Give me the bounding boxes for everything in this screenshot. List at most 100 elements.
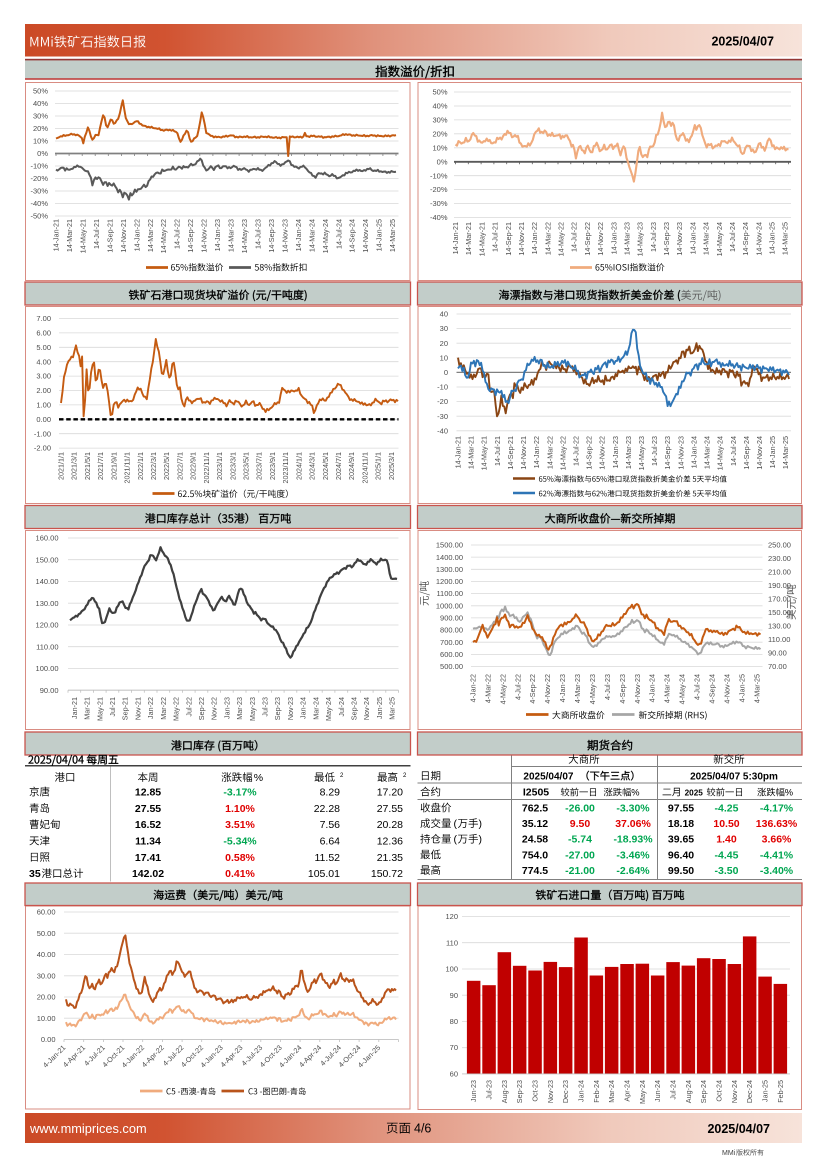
svg-text:Apr-24: Apr-24	[623, 1080, 632, 1102]
svg-text:3.00: 3.00	[36, 372, 51, 381]
svg-text:17.20: 17.20	[377, 787, 403, 799]
svg-text:4-Mar-22: 4-Mar-22	[483, 674, 492, 703]
svg-text:2024/9/1: 2024/9/1	[347, 452, 356, 480]
svg-text:110.00: 110.00	[768, 635, 790, 644]
svg-text:1100.00: 1100.00	[436, 589, 463, 598]
svg-text:6.64: 6.64	[320, 836, 341, 848]
svg-text:-21.00: -21.00	[565, 865, 595, 877]
svg-text:5.00: 5.00	[36, 343, 51, 352]
svg-text:4-May-23: 4-May-23	[588, 674, 597, 704]
svg-text:190.00: 190.00	[768, 581, 791, 590]
svg-text:2025/04/07: 2025/04/07	[711, 35, 774, 49]
svg-text:-18.93%: -18.93%	[613, 834, 653, 846]
svg-text:): )	[479, 834, 483, 846]
svg-text:600.00: 600.00	[440, 650, 463, 659]
svg-text:97.55: 97.55	[668, 803, 694, 815]
svg-text:1400.00: 1400.00	[436, 553, 463, 562]
svg-text:4-Jan-23: 4-Jan-23	[558, 674, 567, 702]
svg-text:250.00: 250.00	[768, 541, 791, 550]
svg-text:39.65: 39.65	[668, 834, 694, 846]
svg-text:14-May-23: 14-May-23	[636, 222, 645, 256]
svg-text:4-Mar-24: 4-Mar-24	[663, 674, 672, 703]
svg-text:4-Jan-25: 4-Jan-25	[737, 674, 746, 702]
svg-text:2021/3/1: 2021/3/1	[70, 452, 79, 480]
svg-text:4-Sep-23: 4-Sep-23	[618, 674, 627, 704]
svg-text:Mar-23: Mar-23	[235, 697, 244, 720]
svg-text:12.36: 12.36	[377, 836, 403, 848]
svg-text:-40: -40	[437, 426, 448, 435]
svg-text:14-Nov-22: 14-Nov-22	[596, 222, 605, 256]
svg-text:774.5: 774.5	[522, 865, 548, 877]
svg-text:14-May-22: 14-May-22	[159, 219, 168, 253]
svg-text:60: 60	[450, 1070, 458, 1079]
svg-text:Mar-24: Mar-24	[607, 1080, 616, 1103]
svg-text:90: 90	[450, 991, 458, 1000]
svg-text:Dec-23: Dec-23	[561, 1080, 570, 1103]
svg-text:3.51%: 3.51%	[225, 819, 255, 831]
svg-text:May-24: May-24	[638, 1080, 647, 1104]
svg-text:-2.64%: -2.64%	[616, 865, 650, 877]
svg-text:Sep-21: Sep-21	[121, 697, 130, 720]
svg-text:30%: 30%	[33, 112, 48, 121]
svg-text:2023/7/1: 2023/7/1	[255, 452, 264, 480]
svg-text:www.mmiprices.com: www.mmiprices.com	[29, 1121, 147, 1136]
svg-text:14-Jan-21: 14-Jan-21	[454, 436, 463, 468]
svg-text:0%: 0%	[437, 157, 448, 166]
svg-text:14-Sep-24: 14-Sep-24	[741, 222, 750, 256]
svg-text:14-May-23: 14-May-23	[637, 436, 646, 470]
svg-text:Mar-21: Mar-21	[83, 697, 92, 720]
svg-text:60.00: 60.00	[37, 908, 56, 917]
svg-text:35.12: 35.12	[522, 818, 548, 830]
svg-text:14-Jul-24: 14-Jul-24	[334, 219, 343, 249]
svg-text:0.58%: 0.58%	[225, 852, 255, 864]
svg-text:14-Mar-21: 14-Mar-21	[65, 219, 74, 252]
svg-text:150.00: 150.00	[768, 608, 791, 617]
svg-text:40%: 40%	[33, 99, 48, 108]
svg-text:12.85: 12.85	[135, 787, 161, 799]
svg-text:14-Sep-23: 14-Sep-23	[663, 436, 672, 470]
svg-text:2024/5/1: 2024/5/1	[321, 452, 330, 480]
svg-text:-10: -10	[437, 383, 448, 392]
svg-text:14-May-22: 14-May-22	[558, 436, 567, 470]
svg-text:4-Mar-25: 4-Mar-25	[752, 674, 761, 703]
svg-text:Jan-23: Jan-23	[222, 697, 231, 719]
svg-text:700.00: 700.00	[440, 638, 463, 647]
svg-text:Mar-25: Mar-25	[388, 697, 397, 720]
svg-text:136.63%: 136.63%	[756, 818, 798, 830]
svg-text:35: 35	[29, 868, 41, 880]
svg-text:4-Jan-22: 4-Jan-22	[469, 674, 478, 702]
svg-text:14-Nov-24: 14-Nov-24	[755, 436, 764, 470]
svg-text:120: 120	[445, 912, 458, 921]
svg-text:2023/9/1: 2023/9/1	[268, 452, 277, 480]
svg-text:Jul-21: Jul-21	[108, 697, 117, 717]
svg-text:900.00: 900.00	[440, 614, 463, 623]
svg-text:6.00: 6.00	[36, 329, 51, 338]
svg-text:): )	[479, 818, 483, 830]
svg-text:2024/7/1: 2024/7/1	[334, 452, 343, 480]
svg-text:0.41%: 0.41%	[225, 868, 255, 880]
svg-text:14-Jul-24: 14-Jul-24	[728, 222, 737, 252]
svg-text:14-Jul-23: 14-Jul-23	[650, 436, 659, 466]
svg-text:1.00: 1.00	[36, 401, 51, 410]
svg-text:96.40: 96.40	[668, 849, 694, 861]
svg-text:2022/3/1: 2022/3/1	[149, 452, 158, 480]
svg-text:2022/11/1: 2022/11/1	[202, 452, 211, 483]
svg-text:2021/9/1: 2021/9/1	[109, 452, 118, 480]
svg-text:Feb-24: Feb-24	[592, 1080, 601, 1103]
svg-text:90.00: 90.00	[768, 649, 787, 658]
svg-text:10.00: 10.00	[37, 1014, 56, 1023]
svg-text:4-Sep-22: 4-Sep-22	[528, 674, 537, 704]
svg-text:105.01: 105.01	[308, 868, 340, 880]
svg-text:-2.00: -2.00	[34, 444, 51, 453]
svg-text:2025/04/07 5:30pm: 2025/04/07 5:30pm	[690, 772, 778, 783]
svg-text:4-Sep-24: 4-Sep-24	[708, 674, 717, 704]
svg-text:7.00: 7.00	[36, 314, 51, 323]
svg-text:2021/5/1: 2021/5/1	[83, 452, 92, 480]
svg-text:(: (	[454, 834, 458, 846]
svg-text:40: 40	[440, 310, 448, 319]
svg-text:4-May-22: 4-May-22	[498, 674, 507, 704]
svg-text:2025/1/1: 2025/1/1	[374, 452, 383, 480]
svg-text:20%: 20%	[33, 124, 48, 133]
svg-text:-20%: -20%	[30, 174, 48, 183]
svg-text:-30: -30	[437, 412, 448, 421]
